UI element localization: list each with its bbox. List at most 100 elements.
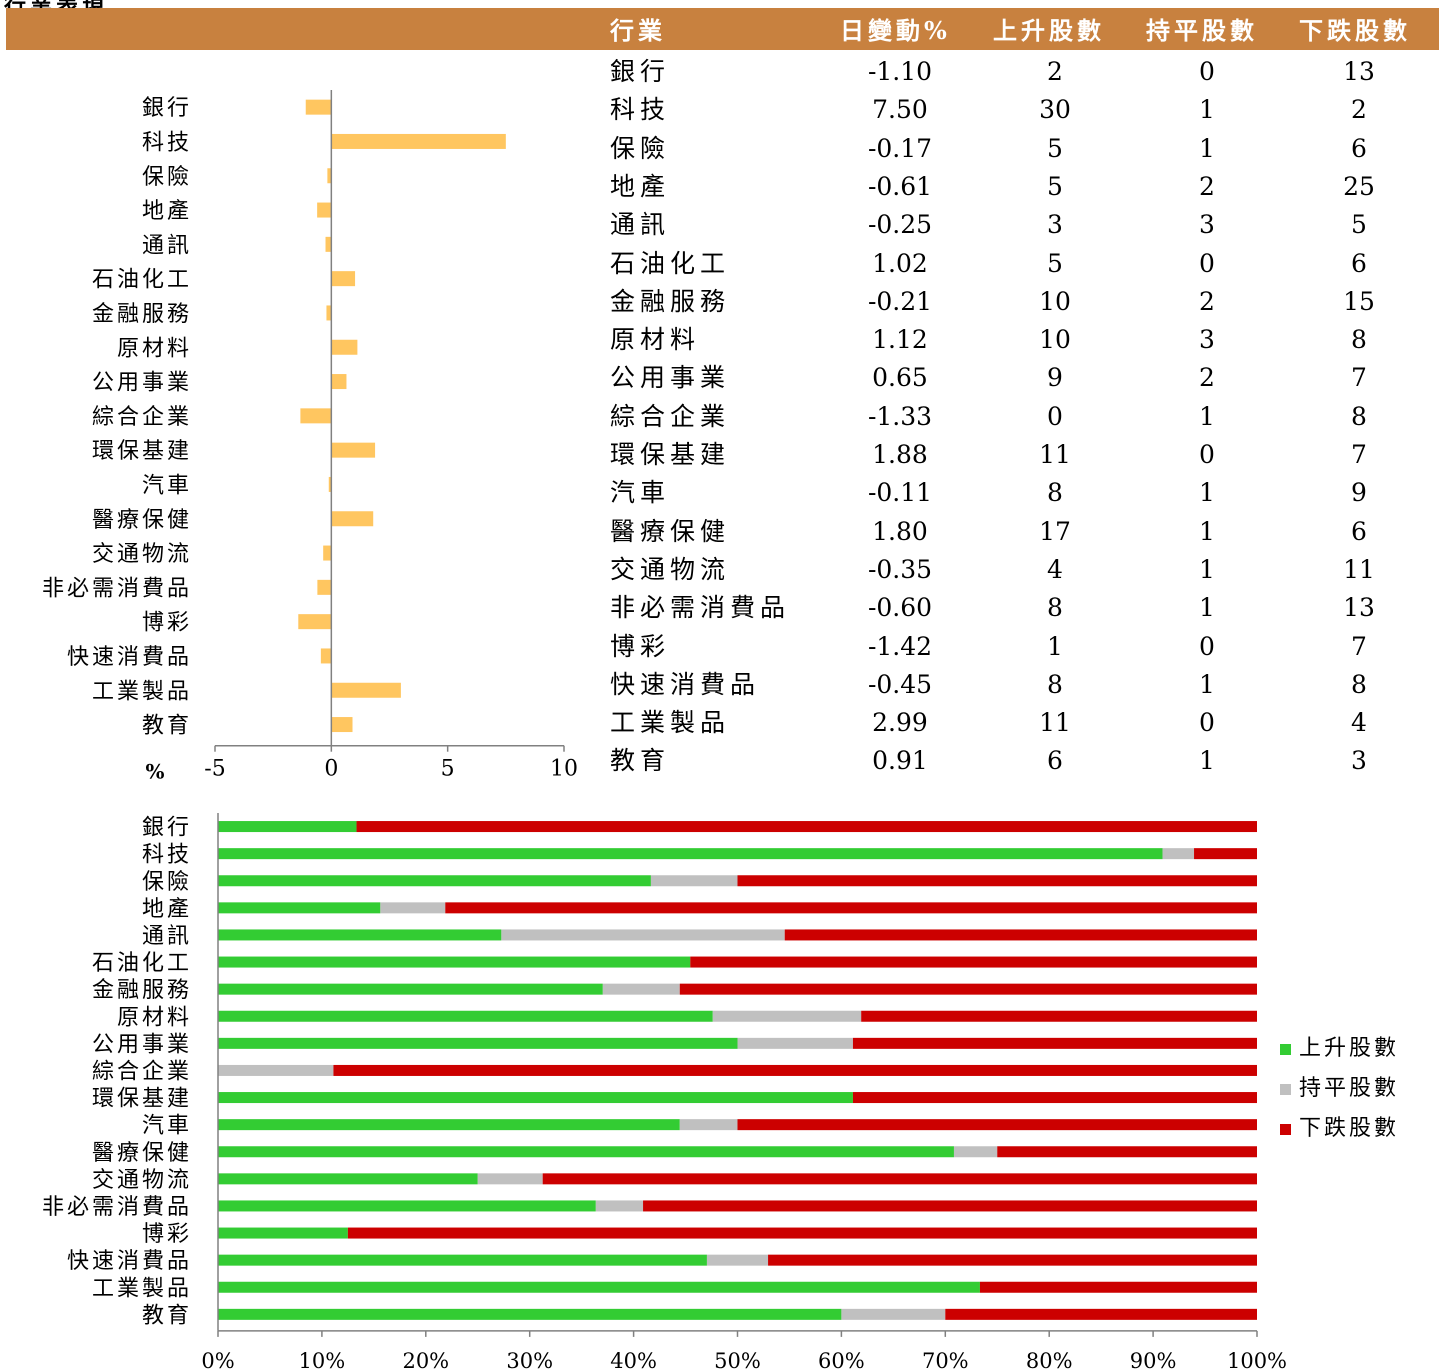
stacked-bar-segment	[218, 1146, 954, 1158]
bar	[305, 99, 332, 115]
stacked-bar-segment	[679, 983, 1257, 995]
stacked-bar-segment	[945, 1308, 1257, 1320]
stacked-bar-segment	[953, 1146, 998, 1158]
x-axis-label: %	[145, 760, 164, 784]
stacked-bar-segment	[218, 875, 651, 887]
stacked-bar-segment	[650, 875, 738, 887]
stacked-bar-segment	[218, 983, 603, 995]
category-label: 銀行	[142, 816, 192, 841]
category-label: 工業製品	[92, 679, 192, 704]
table-cell-value: 1	[1199, 746, 1215, 776]
table-cell-value: -0.11	[867, 478, 933, 508]
category-label: 石油化工	[92, 951, 192, 976]
stacked-bar-segment	[737, 1037, 853, 1049]
table-cell-value: 0	[1199, 631, 1215, 661]
legend-label: 下跌股數	[1299, 1116, 1400, 1141]
bar	[331, 271, 356, 287]
table-cell-industry: 綜合企業	[610, 401, 731, 431]
table-cell-value: 8	[1047, 593, 1063, 623]
bar	[317, 202, 332, 218]
stacked-bar-segment	[218, 902, 381, 914]
stacked-bar-segment	[218, 1119, 680, 1131]
bar	[298, 614, 332, 630]
category-label: 博彩	[142, 611, 192, 636]
table-header-unchanged: 持平股數	[1146, 16, 1258, 45]
stacked-bar-segment	[218, 1092, 853, 1104]
table-cell-value: 4	[1047, 554, 1063, 584]
stacked-bar-segment	[861, 1010, 1257, 1022]
category-label: 保險	[142, 870, 192, 895]
table-cell-value: -0.17	[867, 133, 933, 163]
table-cell-value: 6	[1351, 248, 1367, 278]
stacked-bar-segment	[602, 983, 680, 995]
category-label: 通訊	[142, 924, 192, 949]
table-cell-value: 0.91	[872, 746, 928, 776]
table-cell-value: 2.99	[872, 708, 928, 738]
table-cell-value: 1.80	[872, 516, 928, 546]
stacked-bar-segment	[218, 956, 691, 968]
category-label: 保險	[142, 165, 192, 190]
table-cell-value: 6	[1047, 746, 1063, 776]
table-cell-industry: 金融服務	[610, 286, 731, 316]
table-cell-value: 0	[1047, 401, 1063, 431]
x-tick-label: 90%	[1130, 1349, 1177, 1371]
table-cell-value: -0.60	[867, 593, 933, 623]
bar	[327, 168, 332, 184]
stacked-bar-segment	[218, 1064, 334, 1076]
table-cell-value: -0.21	[867, 286, 933, 316]
stacked-bar-segment	[218, 1281, 980, 1293]
x-tick-label: 10%	[299, 1349, 346, 1371]
category-label: 通訊	[142, 233, 192, 258]
stacked-bar-segment	[501, 929, 785, 941]
table-cell-industry: 地產	[610, 171, 671, 201]
table-cell-industry: 公用事業	[610, 363, 731, 393]
table-cell-value: 8	[1351, 401, 1367, 431]
table-cell-industry: 科技	[610, 95, 671, 125]
category-label: 醫療保健	[92, 508, 192, 533]
table-cell-value: 0	[1199, 440, 1215, 469]
stacked-bar-segment	[1194, 848, 1257, 860]
stacked-bar-segment	[218, 929, 502, 941]
table-cell-value: 5	[1047, 133, 1063, 163]
stacked-bar-segment	[712, 1010, 862, 1022]
table-cell-value: 9	[1047, 363, 1063, 393]
stacked-bar-segment	[218, 1254, 707, 1266]
stacked-bar-segment	[852, 1092, 1257, 1104]
table-cell-industry: 環保基建	[610, 440, 731, 469]
bar	[325, 236, 332, 252]
table-cell-value: -0.25	[867, 210, 933, 240]
table-cell-industry: 通訊	[610, 210, 671, 240]
table-cell-value: 5	[1351, 210, 1367, 240]
table-cell-value: -0.45	[867, 669, 933, 699]
table-cell-value: 1.02	[872, 248, 928, 278]
x-tick-label: 100%	[1227, 1349, 1287, 1371]
table-cell-value: 7	[1351, 440, 1367, 469]
table-cell-value: -0.35	[867, 554, 933, 584]
stacked-bar-segment	[595, 1200, 644, 1212]
legend-swatch	[1280, 1083, 1291, 1095]
table-cell-value: 6	[1351, 133, 1367, 163]
table-cell-value: 5	[1047, 248, 1063, 278]
category-label: 科技	[142, 130, 192, 155]
table-cell-value: 1	[1199, 401, 1215, 431]
table-cell-value: 1.12	[872, 325, 928, 355]
stacked-bar-segment	[706, 1254, 769, 1266]
x-tick-label: 40%	[610, 1349, 657, 1371]
table-cell-value: 0	[1199, 708, 1215, 738]
category-label: 科技	[142, 843, 192, 868]
category-label: 地產	[142, 199, 192, 224]
bar	[323, 545, 332, 561]
stacked-bar-segment	[347, 1227, 1257, 1239]
daily-change-bar-chart: 銀行科技保險地產通訊石油化工金融服務原材料公用事業綜合企業環保基建汽車醫療保健交…	[42, 90, 578, 784]
category-label: 快速消費品	[67, 645, 192, 670]
table-cell-industry: 保險	[610, 133, 671, 163]
x-tick-label: 10	[550, 757, 578, 782]
category-label: 交通物流	[92, 1168, 192, 1193]
category-label: 教育	[142, 1303, 192, 1328]
x-tick-label: 0%	[201, 1349, 234, 1371]
table-cell-value: 8	[1351, 325, 1367, 355]
x-tick-label: 60%	[818, 1349, 865, 1371]
table-cell-value: 1	[1199, 516, 1215, 546]
table-cell-value: 7	[1351, 363, 1367, 393]
stacked-bar-segment	[737, 1119, 1257, 1131]
